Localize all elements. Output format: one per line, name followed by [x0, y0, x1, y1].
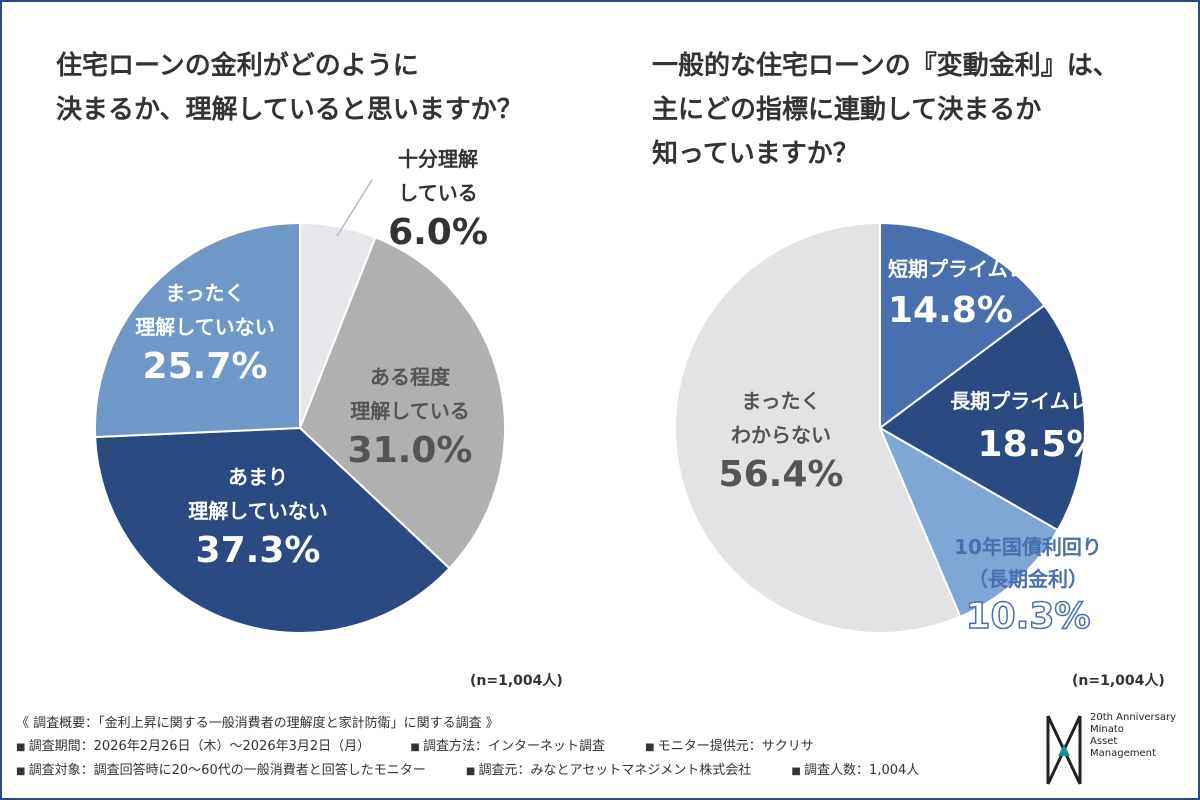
- right-chart-title: 一般的な住宅ローンの『変動金利』は、 主にどの指標に連動して決まるか 知っていま…: [652, 44, 1119, 176]
- logo-line: Asset: [1090, 736, 1118, 747]
- slice-value-label: 10.3%: [966, 596, 1091, 637]
- slice-label: 10年国債利回り: [954, 535, 1102, 559]
- pie-slice: [298, 236, 506, 570]
- logo-line: Minato: [1090, 724, 1124, 735]
- right-title-line: 主にどの指標に連動して決まるか: [652, 95, 1042, 125]
- slice-label: 理解していない: [188, 499, 327, 523]
- pie-slice: [878, 304, 1086, 532]
- logo-text: 20th Anniversary Minato Asset Management: [1090, 712, 1176, 760]
- slice-label: ある程度: [370, 365, 451, 389]
- slice-label: まったく: [741, 389, 820, 413]
- survey-respondents: 調査人数：1,004人: [791, 763, 919, 778]
- slice-label: あまり: [228, 465, 288, 489]
- survey-target: 調査対象：調査回答時に20～60代の一般消費者と回答したモニター: [16, 763, 426, 778]
- logo-line: 20th Anniversary: [1090, 712, 1177, 723]
- slice-label: 短期プライムレート: [888, 257, 1068, 281]
- right-title-line: 知っていますか？: [652, 139, 859, 169]
- survey-row-2: 調査対象：調査回答時に20～60代の一般消費者と回答したモニター 調査元：みなと…: [16, 759, 955, 783]
- leader-line: [336, 179, 373, 237]
- survey-summary: 《 調査概要：「金利上昇に関する一般消費者の理解度と家計防衛」に関する調査 》 …: [16, 712, 955, 783]
- slice-label: 長期プライムレート: [950, 389, 1130, 413]
- slice-label: わからない: [731, 423, 831, 447]
- right-title-line: 一般的な住宅ローンの『変動金利』は、: [652, 51, 1119, 81]
- slice-label: 理解している: [350, 399, 469, 423]
- logo-accent-triangle: [1058, 744, 1070, 756]
- slice-label: している: [398, 181, 477, 205]
- pie-slice: [877, 425, 1060, 618]
- left-sample-size-note: (n=1,004人): [470, 673, 563, 689]
- slice-label: 理解していない: [135, 315, 274, 339]
- slice-label: 十分理解: [398, 147, 478, 171]
- survey-monitor-provider: モニター提供元：サクリサ: [645, 739, 814, 754]
- survey-heading: 《 調査概要：「金利上昇に関する一般消費者の理解度と家計防衛」に関する調査 》: [16, 716, 499, 731]
- pie-slice: [94, 221, 301, 439]
- slice-value-label: 6.0%: [388, 212, 488, 253]
- pie-slice: [674, 221, 962, 634]
- survey-method: 調査方法：インターネット調査: [410, 739, 605, 754]
- left-title-line: 決まるか、理解していると思いますか？: [56, 95, 523, 125]
- pie-chart-left: 十分理解している6.0%ある程度理解している31.0%あまり理解していない37.…: [94, 147, 506, 634]
- pie-slice: [94, 426, 451, 634]
- right-sample-size-note: (n=1,004人): [1072, 673, 1165, 689]
- pie-slice: [879, 221, 1046, 430]
- survey-organizer: 調査元：みなとアセットマネジメント株式会社: [466, 763, 751, 778]
- slice-label: まったく: [165, 281, 244, 305]
- pie-chart-right: 短期プライムレート 14.8% 長期プライムレート 18.5% 10年国債利回り （長期金…: [674, 221, 1130, 638]
- slice-value-label: 25.7%: [143, 346, 268, 387]
- slice-value-label: 31.0%: [348, 430, 473, 471]
- left-title-line: 住宅ローンの金利がどのように: [56, 51, 419, 81]
- slice-value-label: 56.4%: [719, 454, 844, 495]
- logo-line: Management: [1090, 748, 1156, 759]
- slice-label: （長期金利）: [968, 567, 1088, 591]
- minato-logo-mark: [1046, 715, 1082, 785]
- survey-period: 調査期間：2026年2月26日（木）～2026年3月2日（月）: [16, 739, 370, 754]
- slice-value-label: 37.3%: [196, 530, 321, 571]
- slice-value-label: 14.8%: [888, 290, 1013, 331]
- survey-row-1: 調査期間：2026年2月26日（木）～2026年3月2日（月） 調査方法：インタ…: [16, 735, 955, 759]
- left-chart-title: 住宅ローンの金利がどのように 決まるか、理解していると思いますか？: [56, 44, 523, 132]
- slice-value-label: 18.5%: [978, 424, 1103, 465]
